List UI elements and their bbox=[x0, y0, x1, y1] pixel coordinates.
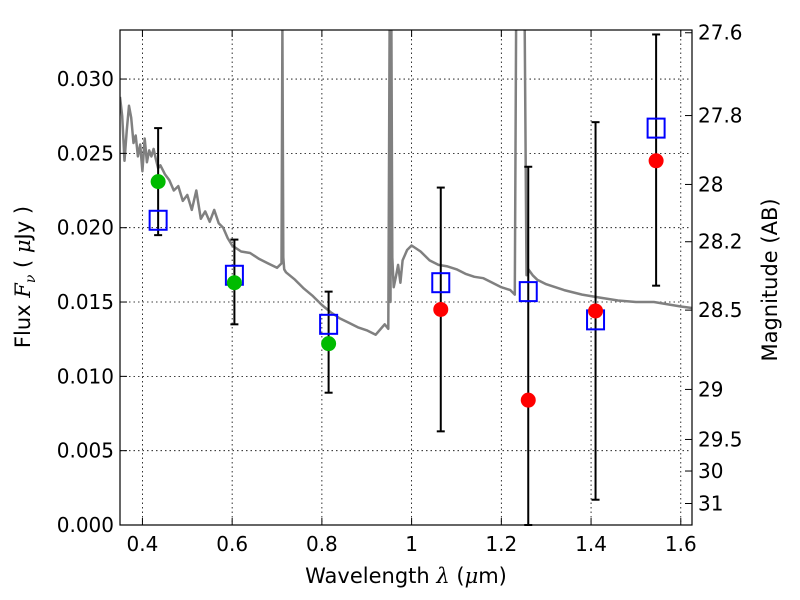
y-tick-label: 0.025 bbox=[57, 141, 114, 165]
square-marker bbox=[319, 313, 339, 335]
plot-frame bbox=[119, 29, 693, 526]
right-tick-label: 28 bbox=[698, 172, 723, 196]
y-tick-label: 0.030 bbox=[57, 67, 114, 91]
data-points bbox=[148, 117, 666, 408]
y-tick-label: 0.020 bbox=[57, 216, 114, 240]
x-tick-label: 0.6 bbox=[216, 532, 248, 556]
right-tick-label: 30 bbox=[698, 459, 723, 483]
y-tick-label: 0.015 bbox=[57, 290, 114, 314]
circle-marker bbox=[520, 392, 536, 408]
circle-marker bbox=[588, 303, 604, 319]
x-tick-label: 1.2 bbox=[485, 532, 517, 556]
square-marker bbox=[646, 117, 666, 139]
circle-marker bbox=[226, 275, 242, 291]
right-tick-label: 28.2 bbox=[698, 230, 743, 254]
plot-background bbox=[120, 30, 692, 525]
right-tick-label: 29 bbox=[698, 377, 723, 401]
model-spectrum-line bbox=[120, 30, 692, 336]
right-axis-label: Magnitude (AB) bbox=[758, 198, 782, 361]
circle-marker bbox=[321, 336, 337, 352]
square-marker bbox=[148, 209, 168, 231]
right-tick-label: 29.5 bbox=[698, 427, 743, 451]
square-marker bbox=[518, 281, 538, 303]
x-tick-label: 1.6 bbox=[665, 532, 697, 556]
right-tick-label: 31 bbox=[698, 492, 723, 516]
y-tick-label: 0.005 bbox=[57, 439, 114, 463]
x-tick-label: 1 bbox=[405, 532, 418, 556]
circle-marker bbox=[433, 301, 449, 317]
y-tick-label: 0.010 bbox=[57, 364, 114, 388]
right-tick-label: 28.5 bbox=[698, 298, 743, 322]
x-axis-label: Wavelength λ (μm) bbox=[305, 564, 507, 588]
circle-marker bbox=[150, 174, 166, 190]
axis-ticks: 0.4 0.6 0.8 1 1.2 1.4 1.6 0.000 0.005 0.010 0.015 0… bbox=[57, 21, 743, 556]
x-tick-label: 1.4 bbox=[575, 532, 607, 556]
circle-marker bbox=[648, 153, 664, 169]
model-spectrum-layer bbox=[120, 30, 692, 336]
y-axis-label: Flux Fν ( μJy ) bbox=[11, 206, 39, 348]
right-tick-label: 27.6 bbox=[698, 21, 743, 45]
y-tick-label: 0.000 bbox=[57, 513, 114, 537]
x-tick-label: 0.8 bbox=[306, 532, 338, 556]
grid bbox=[120, 30, 692, 526]
square-marker bbox=[431, 272, 451, 294]
x-tick-label: 0.4 bbox=[127, 532, 159, 556]
right-tick-label: 27.8 bbox=[698, 104, 743, 128]
